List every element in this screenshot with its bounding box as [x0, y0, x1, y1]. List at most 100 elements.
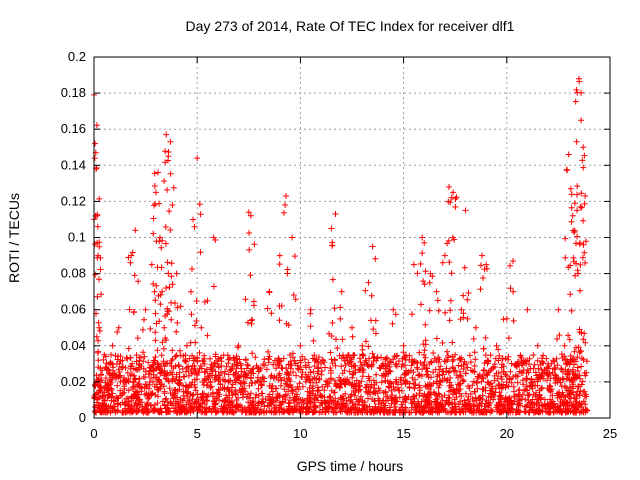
band-point	[418, 403, 425, 410]
band-point	[575, 383, 581, 390]
band-point	[571, 408, 578, 415]
band-point	[573, 395, 580, 402]
y-axis-ticks: 0 0.02 0.04 0.06 0.08 0.1 0.12 0.14 0.16 0.18 0.2	[61, 49, 610, 425]
y-tick-label: 0.04	[61, 338, 86, 353]
spike-point	[139, 326, 146, 333]
band-point	[294, 395, 300, 402]
band-point	[435, 400, 442, 407]
band-point	[197, 362, 204, 369]
band-point	[360, 367, 367, 374]
band-point	[446, 388, 453, 395]
band-point	[540, 352, 547, 359]
y-axis-label: ROTI / TECUs	[6, 193, 22, 283]
spike-point	[201, 299, 208, 305]
spike-point	[562, 254, 569, 261]
band-point	[348, 409, 355, 416]
band-point	[349, 399, 356, 406]
data-point	[479, 252, 485, 259]
spike-point	[337, 315, 344, 322]
band-point	[472, 388, 478, 395]
band-point	[109, 374, 115, 381]
band-point	[483, 371, 490, 378]
band-point	[174, 394, 181, 401]
spike-point	[507, 285, 514, 292]
band-point	[340, 393, 346, 399]
data-point	[441, 252, 448, 259]
spike-point	[193, 298, 200, 304]
band-point	[252, 394, 259, 401]
band-point	[305, 373, 312, 380]
band-point	[555, 405, 562, 412]
data-point	[109, 342, 116, 349]
spike-point	[439, 339, 446, 346]
band-point	[529, 406, 536, 413]
band-point	[234, 374, 241, 381]
band-point	[208, 383, 215, 390]
band-point	[225, 401, 232, 408]
spike-point	[435, 307, 442, 314]
band-point	[126, 405, 132, 412]
data-point	[318, 360, 324, 367]
data-point	[173, 270, 180, 277]
spike-point	[174, 304, 181, 311]
band-point	[371, 398, 378, 405]
band-point	[332, 362, 339, 369]
band-point	[137, 402, 144, 408]
data-point	[148, 261, 155, 268]
spike-point	[140, 374, 147, 380]
band-point	[342, 362, 349, 369]
band-point	[156, 377, 163, 384]
spike-point	[569, 366, 576, 373]
spike-point	[460, 292, 467, 299]
band-point	[323, 378, 329, 384]
spike-point	[573, 260, 580, 267]
band-point	[105, 407, 112, 414]
spike-point	[578, 348, 584, 355]
spike-point	[173, 328, 180, 335]
spike-point	[389, 320, 396, 327]
band-point	[390, 383, 397, 390]
band-point	[199, 390, 206, 397]
data-point	[410, 261, 417, 268]
spike-point	[571, 227, 578, 234]
band-point	[406, 380, 413, 387]
band-point	[151, 383, 158, 390]
spike-point	[281, 376, 288, 382]
y-tick-label: 0.18	[61, 85, 86, 100]
band-point	[198, 409, 205, 416]
band-point	[238, 368, 245, 375]
x-tick-label: 0	[90, 426, 97, 441]
spike-point	[97, 255, 104, 261]
band-point	[402, 406, 409, 412]
band-point	[313, 379, 320, 386]
spike-point	[212, 237, 219, 243]
band-point	[123, 395, 130, 402]
band-point	[141, 385, 148, 392]
band-point	[237, 389, 244, 396]
spike-point	[106, 370, 113, 377]
band-point	[355, 386, 362, 393]
spike-point	[232, 370, 239, 377]
band-point	[301, 356, 308, 363]
band-point	[415, 372, 422, 379]
band-point	[244, 361, 251, 368]
band-point	[432, 396, 439, 403]
band-point	[114, 395, 121, 402]
spike-point	[426, 307, 433, 314]
band-point	[287, 399, 293, 406]
band-point	[459, 377, 466, 383]
spike-point	[464, 315, 471, 322]
band-point	[340, 377, 347, 384]
band-point	[485, 393, 492, 400]
band-point	[305, 359, 312, 366]
band-point	[226, 388, 233, 395]
band-point	[456, 382, 463, 389]
band-point	[497, 393, 503, 400]
spike-point	[581, 200, 588, 207]
spike-point	[445, 237, 452, 244]
band-point	[371, 354, 378, 361]
spike-point	[151, 170, 158, 177]
band-point	[504, 408, 511, 415]
spike-point	[579, 157, 586, 164]
band-point	[194, 391, 201, 398]
